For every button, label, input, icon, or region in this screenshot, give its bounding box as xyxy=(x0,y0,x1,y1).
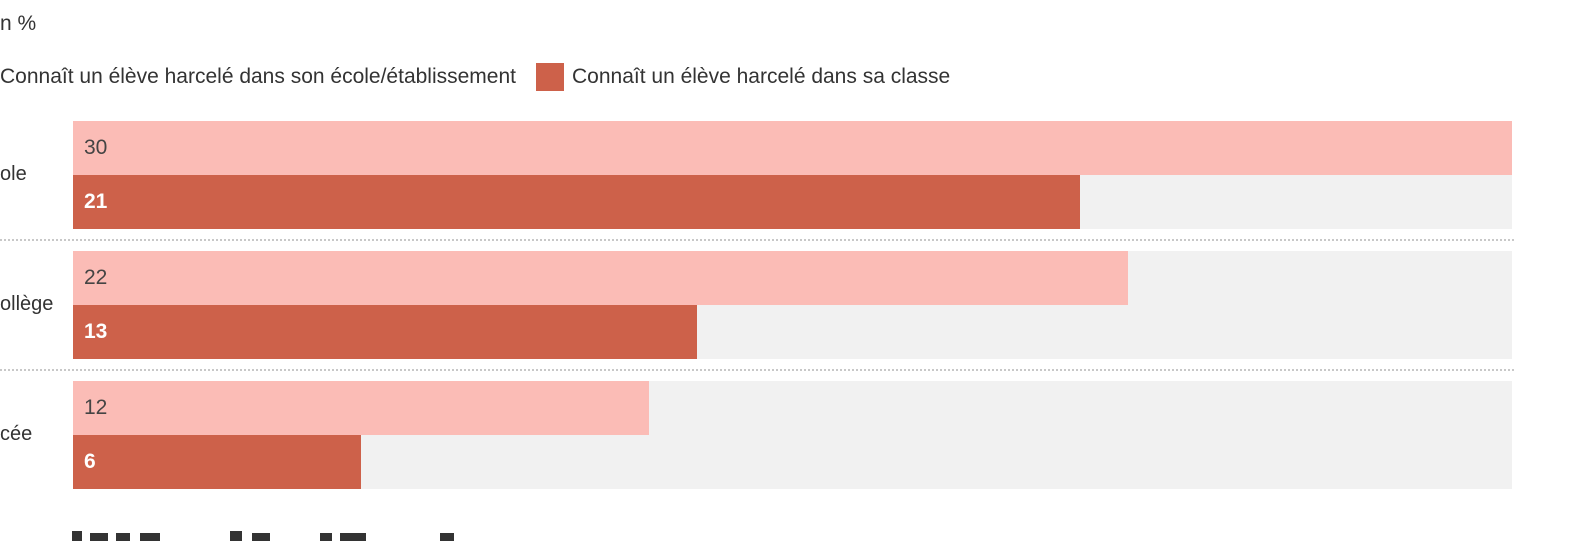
bar xyxy=(73,305,697,359)
bar xyxy=(73,435,361,489)
category-label: ole xyxy=(0,163,27,185)
category-label: ollège xyxy=(0,293,54,315)
legend-item-class: Connaît un élève harcelé dans sa classe xyxy=(536,63,950,91)
legend: Connaît un élève harcelé dans son école/… xyxy=(0,62,970,92)
legend-label-school: Connaît un élève harcelé dans son école/… xyxy=(0,65,516,88)
bar xyxy=(73,381,649,435)
legend-swatch-class xyxy=(536,63,564,91)
bar xyxy=(73,175,1080,229)
unit-label: n % xyxy=(0,12,37,35)
group-separator xyxy=(0,369,1514,371)
bar-value-label: 12 xyxy=(84,396,108,419)
bar-value-label: 30 xyxy=(84,136,108,159)
bar-value-label: 13 xyxy=(84,320,108,343)
footer-text-fragment xyxy=(72,531,454,541)
bar-value-label: 21 xyxy=(84,190,108,213)
legend-item-school: Connaît un élève harcelé dans son école/… xyxy=(0,65,516,89)
bar-value-label: 22 xyxy=(84,266,108,289)
bar xyxy=(73,121,1512,175)
legend-label-class: Connaît un élève harcelé dans sa classe xyxy=(572,65,951,88)
category-label: cée xyxy=(0,423,33,445)
group-separator xyxy=(0,239,1514,241)
bar-value-label: 6 xyxy=(84,450,96,473)
bar xyxy=(73,251,1128,305)
